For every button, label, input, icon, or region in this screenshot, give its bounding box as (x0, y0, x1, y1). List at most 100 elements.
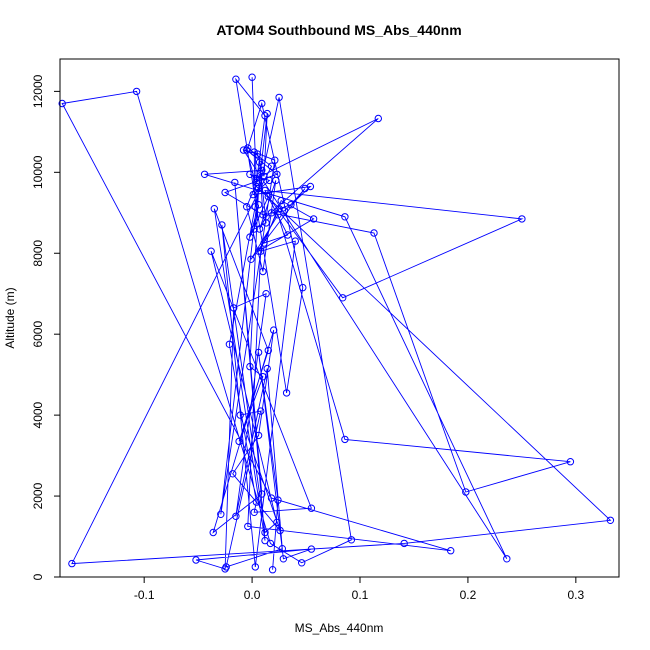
data-point (263, 364, 271, 373)
data-point (250, 225, 258, 233)
data-point (447, 547, 455, 555)
x-axis-label: MS_Abs_440nm (295, 621, 384, 635)
data-point (284, 231, 292, 239)
data-point (229, 470, 237, 478)
y-tick-label: 8000 (31, 240, 45, 267)
data-point (272, 176, 280, 185)
data-point (258, 490, 266, 498)
data-point (259, 267, 267, 276)
data-point (341, 435, 349, 444)
data-point (307, 545, 316, 553)
data-point (267, 209, 276, 217)
data-point (252, 174, 261, 183)
data-point (231, 178, 239, 187)
data-point (209, 528, 217, 537)
series-layer (58, 73, 615, 574)
data-point (250, 148, 258, 156)
data-point (306, 182, 315, 191)
data-point (339, 294, 347, 302)
data-point (282, 389, 291, 397)
x-tick-label: 0.0 (244, 588, 261, 602)
data-point (221, 188, 229, 197)
data-point (262, 290, 270, 298)
data-point (247, 255, 255, 263)
data-point (255, 158, 264, 166)
data-point (246, 233, 254, 241)
data-point (251, 563, 260, 571)
data-point (374, 114, 382, 123)
data-point (271, 156, 279, 164)
data-point (255, 225, 264, 233)
data-point (341, 213, 349, 221)
data-point (273, 518, 281, 527)
data-point (400, 539, 408, 548)
data-point (243, 203, 251, 211)
y-tick-label: 4000 (31, 401, 45, 428)
data-point (236, 411, 244, 419)
data-point (246, 362, 254, 371)
data-point (518, 215, 526, 223)
data-point (210, 205, 219, 213)
x-tick-label: -0.1 (134, 588, 155, 602)
data-point (254, 184, 263, 193)
chart-title: ATOM4 Southbound MS_Abs_440nm (216, 22, 461, 38)
data-point (258, 99, 266, 108)
data-point (274, 211, 282, 219)
x-tick-label: 0.1 (352, 588, 369, 602)
series-line (61, 77, 612, 570)
data-point (277, 196, 285, 205)
data-point (287, 201, 295, 209)
data-point (257, 247, 265, 255)
y-tick-label: 0 (31, 573, 45, 580)
y-tick-label: 2000 (31, 482, 45, 509)
data-point (566, 458, 575, 466)
data-point (252, 182, 261, 191)
data-point (606, 516, 615, 524)
data-point (462, 488, 470, 496)
data-point (235, 437, 243, 446)
data-point (275, 93, 283, 102)
y-axis-label: Altitude (m) (3, 287, 17, 348)
data-point (192, 556, 200, 564)
data-point (230, 304, 238, 312)
data-point (307, 504, 316, 512)
data-point (274, 496, 282, 504)
data-point (218, 221, 226, 229)
data-point (243, 146, 251, 154)
data-point (503, 555, 511, 563)
data-point (299, 283, 307, 292)
plot-box (59, 58, 620, 578)
data-point (261, 186, 269, 195)
data-point (257, 407, 265, 415)
data-point (217, 510, 225, 518)
data-point (68, 559, 76, 568)
data-point (221, 565, 229, 573)
data-point (276, 526, 284, 535)
data-point (260, 172, 268, 181)
data-point (239, 146, 248, 154)
data-point (259, 373, 267, 381)
data-point (250, 508, 258, 516)
y-axis: 0 2000 4000 6000 8000 10000 12000 (31, 74, 61, 580)
data-point (270, 326, 278, 334)
x-tick-label: 0.3 (567, 588, 584, 602)
y-tick-label: 12000 (31, 74, 45, 108)
data-point (291, 237, 299, 245)
data-point (298, 559, 306, 567)
data-point (207, 247, 215, 255)
data-point (370, 229, 378, 237)
data-point (267, 494, 276, 502)
data-point (278, 545, 286, 553)
data-point (254, 348, 263, 357)
data-point (261, 112, 269, 120)
data-point (246, 170, 254, 179)
data-point (279, 555, 288, 563)
data-point (132, 87, 141, 96)
data-point (254, 431, 263, 440)
data-point (232, 512, 240, 520)
data-point (347, 536, 356, 544)
data-point (58, 99, 66, 108)
data-point (252, 498, 261, 506)
x-tick-label: 0.2 (460, 588, 477, 602)
